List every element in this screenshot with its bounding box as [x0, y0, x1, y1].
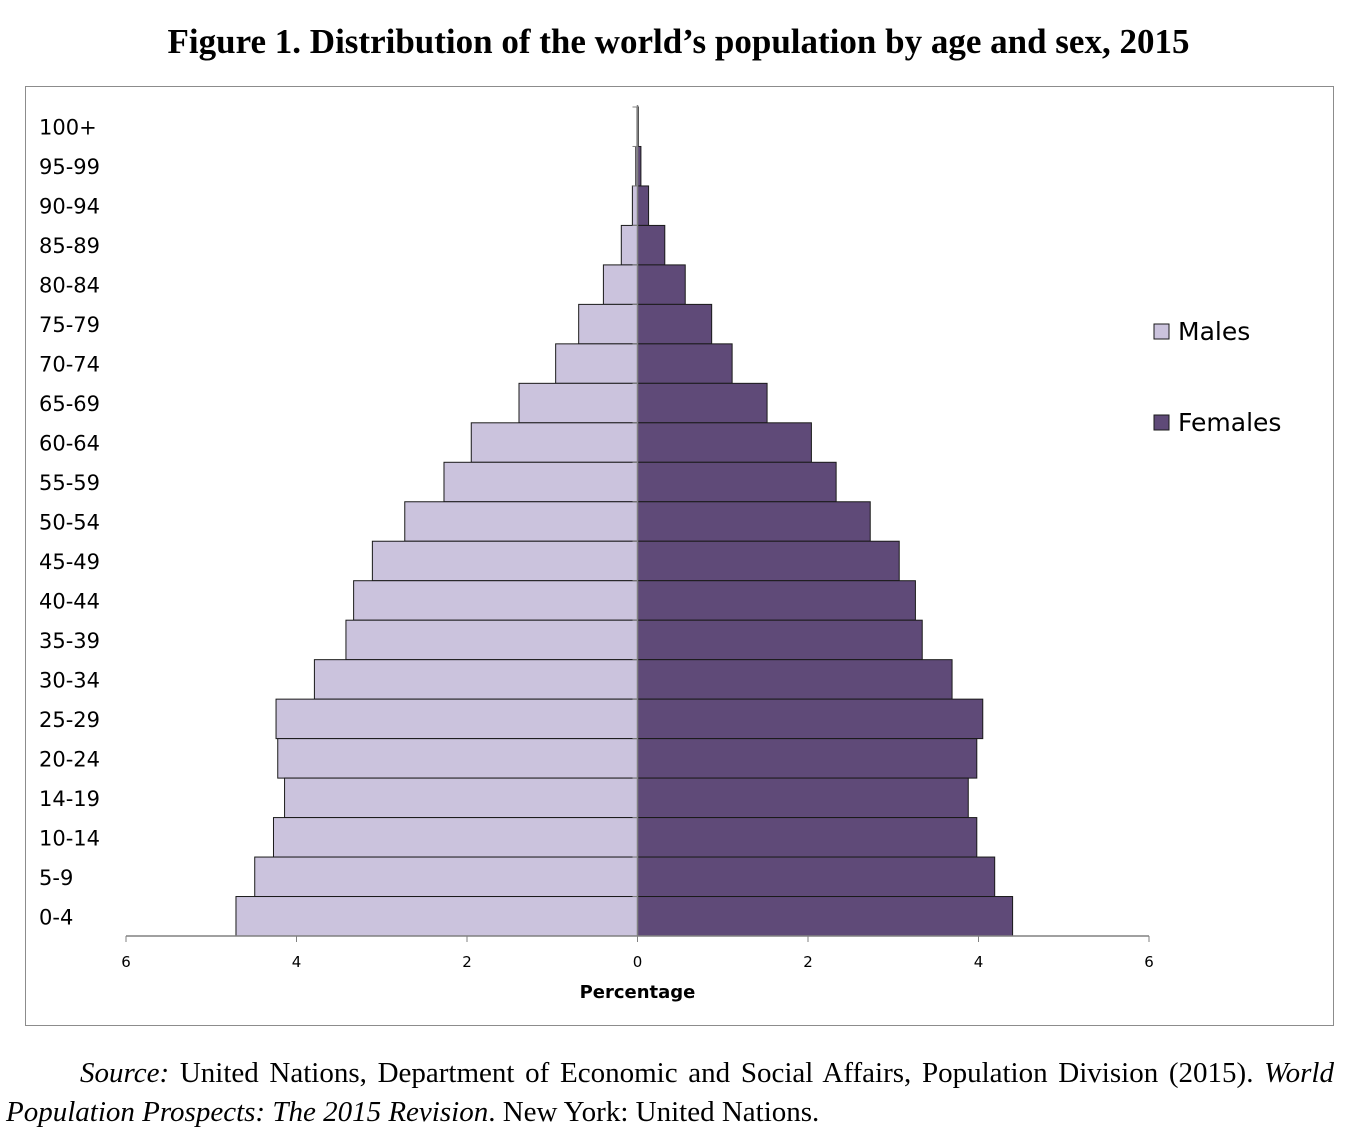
bar-females-50-54: [637, 501, 871, 542]
bar-males-0-4: [235, 896, 638, 937]
source-text-1: United Nations, Department of Economic a…: [169, 1057, 1265, 1089]
source-note: Source: United Nations, Department of Ec…: [6, 1054, 1334, 1132]
bar-females-80-84: [637, 264, 686, 305]
bar-males-85-89: [620, 224, 638, 266]
x-tick-label: 4: [974, 953, 984, 971]
source-label: Source:: [80, 1057, 170, 1089]
source-publication: World Population Prospects: The 2015 Rev…: [6, 1057, 1334, 1128]
category-labels: 100+ 95-99 90-94 85-89 80-84 75-79 70-74 65-69 6…: [39, 116, 100, 930]
bar-males-10-14: [272, 817, 638, 858]
bar-females-25-29: [637, 698, 984, 740]
bar-males-90-94: [631, 185, 639, 226]
bar-males-30-34: [313, 659, 638, 700]
category-label-30-34: 30-34: [39, 668, 100, 692]
bar-females-20-24: [637, 738, 978, 779]
bar-males-65-69: [518, 382, 638, 424]
bar-males-5-9: [254, 856, 638, 898]
bar-females-35-39: [637, 619, 923, 661]
x-axis-label: Percentage: [580, 982, 696, 1003]
category-label-14-19: 14-19: [39, 787, 100, 811]
category-label-85-89: 85-89: [39, 234, 100, 258]
category-label-80-84: 80-84: [39, 274, 100, 298]
legend: Males Females: [1153, 317, 1281, 437]
bar-females-85-89: [637, 224, 666, 266]
legend-swatch-males: [1153, 323, 1170, 340]
chart-area: 100+ 95-99 90-94 85-89 80-84 75-79 70-74 65-69 6…: [25, 86, 1334, 1026]
bar-males-14-19: [284, 777, 638, 819]
category-label-5-9: 5-9: [39, 866, 73, 890]
category-label-55-59: 55-59: [39, 471, 100, 495]
category-label-35-39: 35-39: [39, 629, 100, 653]
bar-males-45-49: [371, 540, 638, 582]
bar-females-60-64: [637, 422, 812, 463]
bar-males-55-59: [443, 461, 639, 503]
category-label-75-79: 75-79: [39, 313, 100, 337]
bar-females-45-49: [637, 540, 900, 582]
bar-males-20-24: [277, 738, 638, 779]
x-tick-label: 2: [803, 953, 813, 971]
category-label-70-74: 70-74: [39, 353, 100, 377]
x-tick-label: 6: [1144, 953, 1154, 971]
bar-males-25-29: [275, 698, 638, 740]
category-label-20-24: 20-24: [39, 747, 100, 771]
x-tick-label: 4: [292, 953, 302, 971]
axis-layer: [125, 105, 1150, 942]
bar-males-60-64: [470, 422, 639, 463]
legend-swatch-females: [1153, 414, 1170, 431]
x-tick-label: 0: [633, 953, 643, 971]
bar-males-40-44: [353, 580, 638, 621]
population-pyramid-chart: 100+ 95-99 90-94 85-89 80-84 75-79 70-74 65-69 6…: [39, 105, 1281, 1003]
bar-females-10-14: [637, 817, 978, 858]
bar-females-30-34: [637, 659, 953, 700]
category-label-10-14: 10-14: [39, 826, 100, 850]
legend-label-females: Females: [1178, 408, 1281, 437]
source-text-2: . New York: United Nations.: [488, 1096, 820, 1128]
bar-males-50-54: [404, 501, 638, 542]
category-label-100plus: 100+: [39, 116, 97, 140]
bar-females-90-94: [637, 185, 650, 226]
tick-labels: 6 4 2 0 2 4 6: [121, 953, 1154, 971]
bar-females-75-79: [637, 303, 713, 345]
category-label-40-44: 40-44: [39, 589, 100, 613]
legend-label-males: Males: [1178, 317, 1250, 346]
category-label-45-49: 45-49: [39, 550, 100, 574]
bar-females-5-9: [637, 856, 996, 898]
bar-males-70-74: [555, 343, 638, 384]
category-label-90-94: 90-94: [39, 195, 100, 219]
category-label-50-54: 50-54: [39, 511, 100, 535]
bar-males-35-39: [345, 619, 638, 661]
bar-females-55-59: [637, 461, 837, 503]
figure-title: Figure 1. Distribution of the world’s po…: [167, 22, 1190, 61]
bar-females-14-19: [637, 777, 969, 819]
bars-layer: [235, 106, 1014, 937]
bar-females-0-4: [637, 896, 1014, 937]
x-tick-label: 2: [462, 953, 472, 971]
category-label-65-69: 65-69: [39, 392, 100, 416]
category-label-25-29: 25-29: [39, 708, 100, 732]
bar-females-40-44: [637, 580, 916, 621]
bar-males-80-84: [602, 264, 639, 305]
x-tick-label: 6: [121, 953, 131, 971]
category-label-60-64: 60-64: [39, 432, 100, 456]
category-label-0-4: 0-4: [39, 905, 73, 929]
bar-females-65-69: [637, 382, 768, 424]
bar-females-70-74: [637, 343, 733, 384]
bar-males-75-79: [578, 303, 638, 345]
category-label-95-99: 95-99: [39, 155, 100, 179]
